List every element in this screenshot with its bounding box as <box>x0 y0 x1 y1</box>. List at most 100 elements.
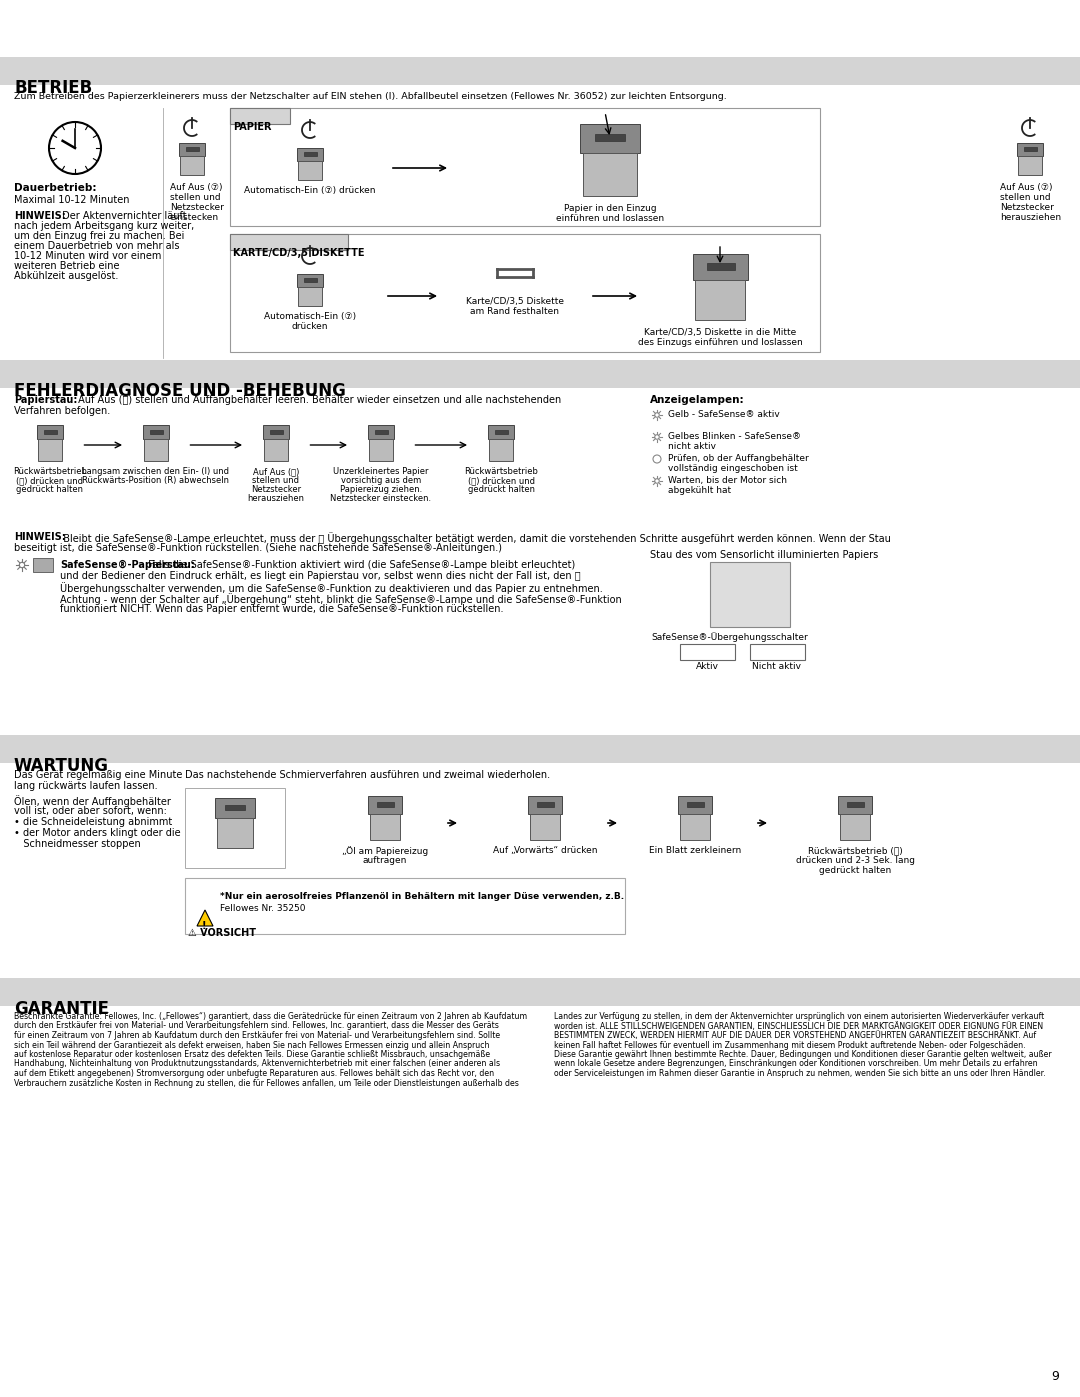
Text: sich ein Teil während der Garantiezeit als defekt erweisen, haben Sie nach Fello: sich ein Teil während der Garantiezeit a… <box>14 1041 489 1049</box>
Text: (⒦) drücken und: (⒦) drücken und <box>468 476 535 485</box>
Text: auftragen: auftragen <box>363 856 407 865</box>
Text: Stau des vom Sensorlicht illuminierten Papiers: Stau des vom Sensorlicht illuminierten P… <box>650 550 878 560</box>
Bar <box>495 430 508 433</box>
Text: herausziehen: herausziehen <box>1000 212 1062 222</box>
Text: funktioniert NICHT. Wenn das Papier entfernt wurde, die SafeSense®-Funktion rück: funktioniert NICHT. Wenn das Papier entf… <box>60 604 503 615</box>
Text: stellen und: stellen und <box>170 193 220 203</box>
Bar <box>375 430 388 433</box>
Text: Rückwärtsbetrieb: Rückwärtsbetrieb <box>464 467 538 476</box>
Bar <box>537 802 554 806</box>
Bar <box>838 796 872 813</box>
Text: SafeSense®-Papierstau:: SafeSense®-Papierstau: <box>60 560 194 570</box>
Text: Ölen, wenn der Auffangbehälter: Ölen, wenn der Auffangbehälter <box>14 795 171 807</box>
Text: vollständig eingeschoben ist: vollständig eingeschoben ist <box>669 464 798 474</box>
Text: Auf Aus (⑦): Auf Aus (⑦) <box>170 183 222 191</box>
Bar <box>0 735 1080 763</box>
Text: BETRIEB: BETRIEB <box>14 80 92 96</box>
Text: Automatisch-Ein (⑦) drücken: Automatisch-Ein (⑦) drücken <box>244 186 376 196</box>
Text: Verbrauchern zusätzliche Kosten in Rechnung zu stellen, die für Fellowes anfalle: Verbrauchern zusätzliche Kosten in Rechn… <box>14 1078 518 1087</box>
Text: !: ! <box>202 921 206 930</box>
Text: Prüfen, ob der Auffangbehälter: Prüfen, ob der Auffangbehälter <box>669 454 809 462</box>
Bar <box>230 235 348 250</box>
Bar <box>0 360 1080 388</box>
Bar <box>230 108 291 124</box>
Text: stellen und: stellen und <box>1000 193 1051 203</box>
Text: Das nachstehende Schmierverfahren ausführen und zweimal wiederholen.: Das nachstehende Schmierverfahren ausfüh… <box>185 770 550 780</box>
Bar <box>297 148 323 161</box>
Text: Auf Aus (⒦) stellen und Auffangbehälter leeren. Behälter wieder einsetzen und al: Auf Aus (⒦) stellen und Auffangbehälter … <box>75 395 562 405</box>
Bar <box>143 425 168 440</box>
Bar <box>687 802 704 806</box>
Bar <box>150 430 163 433</box>
Text: durch den Erstkäufer frei von Material- und Verarbeitungsfehlern sind. Fellowes,: durch den Erstkäufer frei von Material- … <box>14 1021 499 1031</box>
Text: herausziehen: herausziehen <box>247 495 305 503</box>
Bar <box>678 796 712 813</box>
Text: • die Schneideleistung abnimmt: • die Schneideleistung abnimmt <box>14 817 172 827</box>
Text: HINWEIS:: HINWEIS: <box>14 211 66 221</box>
Text: HINWEIS:: HINWEIS: <box>14 532 66 542</box>
Text: auf kostenlose Reparatur oder kostenlosen Ersatz des defekten Teils. Diese Garan: auf kostenlose Reparatur oder kostenlose… <box>14 1051 490 1059</box>
Text: Auf „Vorwärts“ drücken: Auf „Vorwärts“ drücken <box>492 847 597 855</box>
Bar <box>710 562 789 627</box>
Bar <box>0 1099 1080 1397</box>
Text: WARTUNG: WARTUNG <box>14 757 109 775</box>
Bar <box>230 108 820 226</box>
Text: einstecken: einstecken <box>170 212 219 222</box>
Bar <box>489 440 513 461</box>
Text: BESTIMMTEN ZWECK, WERDEN HIERMIT AUF DIE DAUER DER VORSTEHEND ANGEFÜHRTEN GARANT: BESTIMMTEN ZWECK, WERDEN HIERMIT AUF DIE… <box>554 1031 1036 1039</box>
Text: am Rand festhalten: am Rand festhalten <box>471 307 559 316</box>
Bar <box>145 440 167 461</box>
Text: Nicht aktiv: Nicht aktiv <box>753 662 801 671</box>
Bar <box>680 644 735 659</box>
Bar <box>528 796 562 813</box>
Text: einführen und loslassen: einführen und loslassen <box>556 214 664 224</box>
Text: KARTE/CD/3,5 DISKETTE: KARTE/CD/3,5 DISKETTE <box>233 249 365 258</box>
Bar <box>1017 142 1043 156</box>
Text: nach jedem Arbeitsgang kurz weiter,: nach jedem Arbeitsgang kurz weiter, <box>14 221 194 231</box>
Text: keinen Fall haftet Fellowes für eventuell im Zusammenhang mit diesem Produkt auf: keinen Fall haftet Fellowes für eventuel… <box>554 1041 1026 1049</box>
Text: oder Serviceleistungen im Rahmen dieser Garantie in Anspruch zu nehmen, wenden S: oder Serviceleistungen im Rahmen dieser … <box>554 1069 1045 1078</box>
Text: wenn lokale Gesetze andere Begrenzungen, Einschränkungen oder Konditionen vorsch: wenn lokale Gesetze andere Begrenzungen,… <box>554 1059 1038 1069</box>
Text: Gelbes Blinken - SafeSense®: Gelbes Blinken - SafeSense® <box>669 432 801 441</box>
Bar <box>303 278 318 282</box>
Text: Zum Betreiben des Papierzerkleinerers muss der Netzschalter auf EIN stehen (I). : Zum Betreiben des Papierzerkleinerers mu… <box>14 92 727 101</box>
Text: Übergehungsschalter verwenden, um die SafeSense®-Funktion zu deaktivieren und da: Übergehungsschalter verwenden, um die Sa… <box>60 583 603 594</box>
Text: Diese Garantie gewährt Ihnen bestimmte Rechte. Dauer, Bedingungen und Konditione: Diese Garantie gewährt Ihnen bestimmte R… <box>554 1051 1052 1059</box>
Text: Rückwärtsbetrieb (⒦): Rückwärtsbetrieb (⒦) <box>808 847 903 855</box>
Text: drücken: drücken <box>292 321 328 331</box>
Text: Warten, bis der Motor sich: Warten, bis der Motor sich <box>669 476 787 485</box>
Bar <box>265 440 287 461</box>
Text: Schneidmesser stoppen: Schneidmesser stoppen <box>14 840 140 849</box>
Text: Rückwärts-Position (R) abwechseln: Rückwärts-Position (R) abwechseln <box>82 476 229 485</box>
Text: auf dem Etikett angegebenen) Stromversorgung oder unbefugte Reparaturen aus. Fel: auf dem Etikett angegebenen) Stromversor… <box>14 1069 495 1078</box>
Text: einem Dauerbetrieb von mehr als: einem Dauerbetrieb von mehr als <box>14 242 179 251</box>
Text: abgekühlt hat: abgekühlt hat <box>669 486 731 495</box>
Text: Ein Blatt zerkleinern: Ein Blatt zerkleinern <box>649 847 741 855</box>
Text: gedrückt halten: gedrückt halten <box>468 485 535 495</box>
Text: FEHLERDIAGNOSE UND -BEHEBUNG: FEHLERDIAGNOSE UND -BEHEBUNG <box>14 381 346 400</box>
Text: nicht aktiv: nicht aktiv <box>669 441 716 451</box>
Bar <box>0 978 1080 1006</box>
Text: Das Gerät regelmäßig eine Minute: Das Gerät regelmäßig eine Minute <box>14 770 183 780</box>
Text: Auf Aus (⒦): Auf Aus (⒦) <box>253 467 299 476</box>
Bar <box>368 425 394 440</box>
Bar <box>264 425 289 440</box>
Text: PAPIER: PAPIER <box>233 122 271 131</box>
Text: Anzeigelampen:: Anzeigelampen: <box>650 395 744 405</box>
Bar <box>185 788 285 868</box>
Bar <box>377 802 394 806</box>
Polygon shape <box>197 909 213 926</box>
Bar <box>33 557 53 571</box>
Bar <box>215 798 255 819</box>
Bar <box>369 813 401 840</box>
Text: Maximal 10-12 Minuten: Maximal 10-12 Minuten <box>14 196 130 205</box>
Text: um den Einzug frei zu machen. Bei: um den Einzug frei zu machen. Bei <box>14 231 185 242</box>
Bar <box>179 142 205 156</box>
Bar <box>368 796 402 813</box>
Text: Aktiv: Aktiv <box>696 662 718 671</box>
Bar <box>696 281 745 320</box>
Bar <box>303 152 318 155</box>
Bar <box>583 152 637 196</box>
Text: des Einzugs einführen und loslassen: des Einzugs einführen und loslassen <box>637 338 802 346</box>
Bar <box>230 235 820 352</box>
